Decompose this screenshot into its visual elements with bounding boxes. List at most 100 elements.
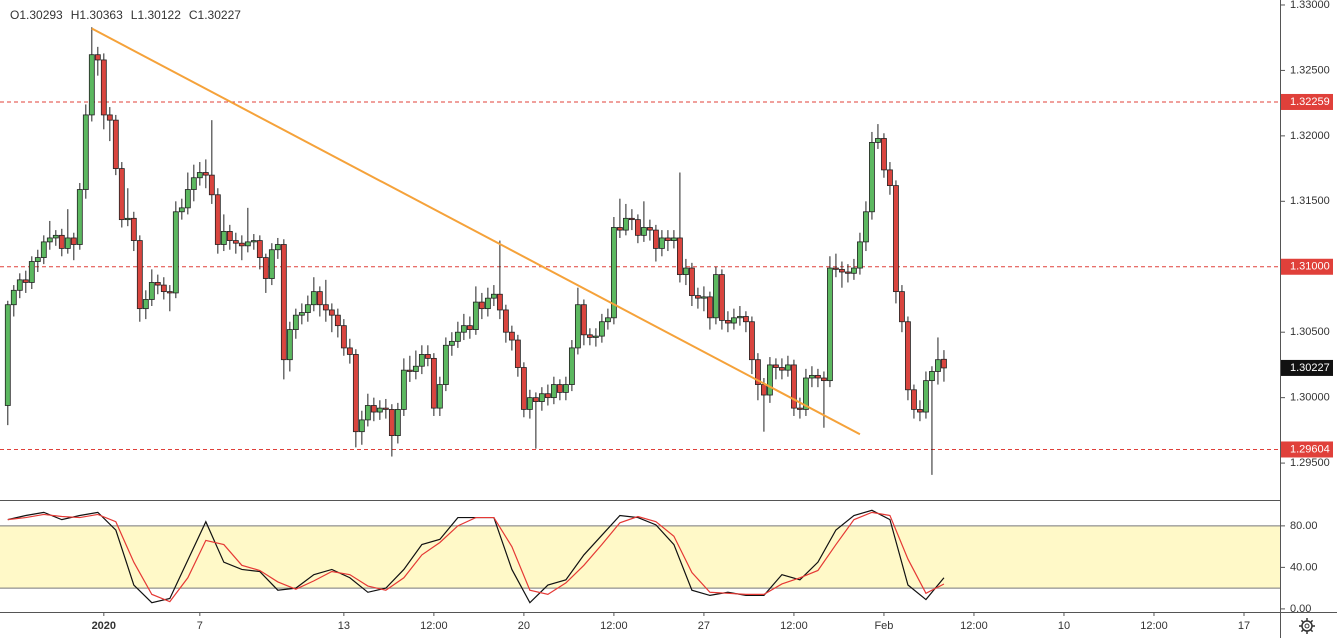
candle-body [719,274,725,321]
candle-body [604,317,611,323]
candle-body [773,364,779,368]
candle-body [106,114,113,121]
price-pane [0,27,1280,475]
price-label: 1.31000 [1290,261,1330,273]
candle-body [484,297,491,310]
osc-tick-label: 40.00 [1290,561,1318,573]
candle-body [941,358,947,369]
price-label: 1.32259 [1290,96,1330,108]
candle-body [544,393,551,399]
candle-body [851,267,857,274]
candle-body [112,119,119,169]
ohlc-label: O [10,8,19,22]
candle-body [887,169,893,187]
candle-body [634,219,641,236]
candle-body [622,217,629,231]
candle-body [574,304,581,349]
candle-body [683,267,689,276]
candle-body [713,274,719,319]
candle-body [562,384,569,393]
candle-body [400,369,407,410]
candle-body [935,359,941,372]
candle-body [785,364,791,371]
candle-body [214,194,221,245]
candle-body [442,344,449,385]
candle-body [142,299,149,310]
candle-body [767,364,773,396]
candle-body [340,325,347,349]
x-tick-label: 27 [698,620,710,632]
y-tick-label: 1.30000 [1290,392,1330,404]
candle-body [304,304,311,313]
axes: 1.33000 1.32500 1.32000 1.31500 1.30500 1.300… [92,0,1333,632]
last-price-box [1281,359,1333,376]
candle-body [100,59,107,116]
settings-icon[interactable] [1299,618,1315,634]
candle-body [616,227,623,231]
candle-body [568,347,575,385]
candle-body [653,229,659,249]
candle-body [316,291,323,306]
y-tick-label: 1.31500 [1290,195,1330,207]
candle-body [244,241,251,247]
candle-body [857,241,863,269]
candle-body [478,301,485,310]
candle-body [641,227,647,236]
candle-body [689,267,695,296]
candle-body [64,237,71,249]
candle-body [797,407,803,410]
candle-body [322,304,329,311]
ohlc-label: C [189,8,198,22]
y-tick-label: 1.30500 [1290,326,1330,338]
candle-body [737,316,743,319]
ohlc-value: 1.30122 [137,8,181,22]
candle-body [82,114,89,190]
candle-body [779,367,785,371]
y-tick-label: 1.32000 [1290,130,1330,142]
candle-body [436,384,443,409]
candle-body [226,231,233,241]
candle-body [70,237,77,245]
ohlc-label: H [71,8,80,22]
candle-body [268,249,275,279]
candle-body [358,419,365,433]
candle-body [370,405,377,413]
candle-body [190,177,197,190]
candle-body [388,409,395,437]
oscillator-line [7,511,945,603]
candle-body [334,314,341,327]
candle-body [328,309,335,316]
candle-body [298,312,305,316]
x-tick-label: 10 [1058,620,1070,632]
candle-body [761,384,767,396]
candle-body [172,211,179,294]
price-label: 1.29604 [1290,443,1330,455]
candle-body [58,234,65,249]
candle-body [16,279,23,291]
candle-body [725,320,731,324]
candle-body [376,407,383,413]
oscillator-band [0,525,1280,589]
candle-body [430,357,437,409]
trendline [91,27,861,436]
last-price-label: 1.30227 [1290,362,1330,374]
candle-body [310,291,317,306]
candle-body [382,407,389,410]
candle-body [707,296,713,319]
candle-body [202,172,209,176]
candle-body [731,317,737,324]
candle-body [743,316,749,323]
candle-body [592,335,599,338]
candle-body [10,289,17,306]
candle-body [755,359,761,385]
candle-body [821,377,827,382]
candle-body [869,142,875,213]
candle-body [490,293,497,299]
candle-body [154,282,161,286]
candle-body [460,325,467,333]
y-tick-label: 1.32500 [1290,64,1330,76]
candle-body [532,397,539,402]
candle-body [178,207,185,213]
candle-body [695,295,701,299]
